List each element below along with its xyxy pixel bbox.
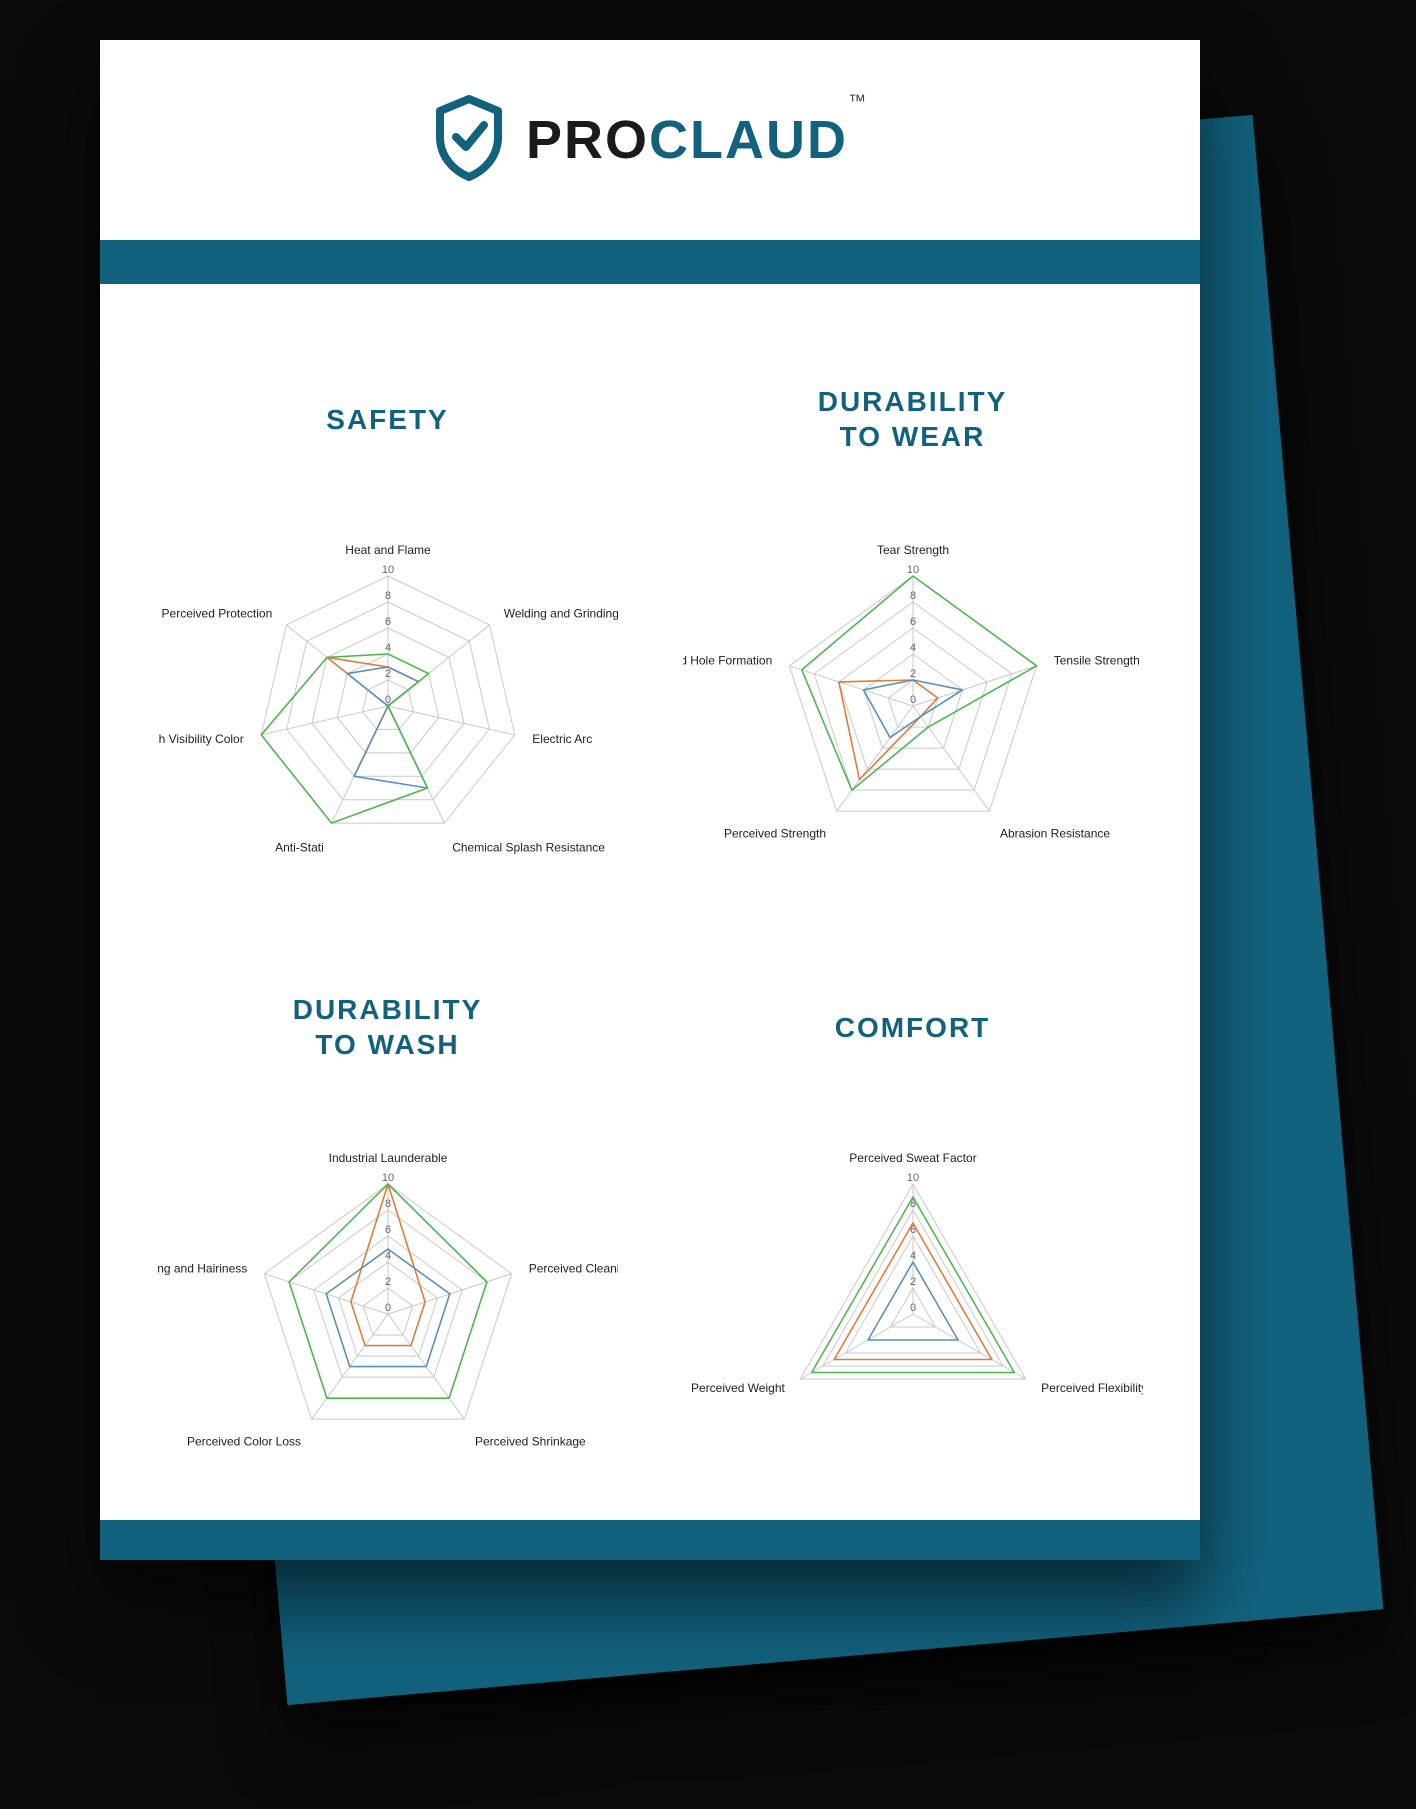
radar-tick-label: 4 <box>384 642 390 654</box>
radar-axis-label: Perceived Hole Formation <box>683 653 772 667</box>
radar-tick-label: 10 <box>906 564 918 576</box>
radar-tick-label: 10 <box>381 564 393 576</box>
chart-durability-wash: DURABILITYTO WASH 0246810Industrial Laun… <box>130 992 645 1540</box>
chart-safety: SAFETY 0246810Heat and FlameWelding and … <box>130 384 645 932</box>
radar-axis-label: Perceived Strength <box>723 827 825 841</box>
radar-tick-label: 10 <box>381 1172 393 1184</box>
radar-axis-label: Perceived Shrinkage <box>474 1435 585 1449</box>
radar-series <box>801 576 1036 790</box>
radar-durability-wear: 0246810Tear StrengthTensile StrengthAbra… <box>683 472 1143 932</box>
chart-title-safety: SAFETY <box>326 384 448 454</box>
radar-axis-label: Perceived Cleaning Cycles <box>528 1261 617 1275</box>
radar-series <box>261 654 428 823</box>
radar-axis-label: Perceived Weight <box>691 1381 785 1395</box>
chart-comfort: COMFORT 0246810Perceived Sweat FactorPer… <box>655 992 1170 1540</box>
logo-text: PROCLAUD™ <box>526 109 868 171</box>
radar-axis-label: Anti-Stati <box>275 840 324 854</box>
radar-axis-label: Perceived Color Loss <box>186 1435 300 1449</box>
radar-axis-label: Tear Strength <box>876 543 948 557</box>
radar-tick-label: 6 <box>384 616 390 628</box>
radar-axis-label: Perceived Flexibility <box>1041 1381 1143 1395</box>
radar-durability-wash: 0246810Industrial LaunderablePerceived C… <box>158 1080 618 1540</box>
radar-safety: 0246810Heat and FlameWelding and Grindin… <box>158 472 618 932</box>
logo-shield-icon <box>432 95 506 186</box>
header: PROCLAUD™ <box>100 40 1200 240</box>
radar-axis-label: Abrasion Resistance <box>999 827 1109 841</box>
radar-axis-label: Electric Arc <box>532 732 592 746</box>
charts-grid: SAFETY 0246810Heat and FlameWelding and … <box>100 284 1200 1580</box>
radar-axis-label: Perceived Sweat Factor <box>849 1151 976 1165</box>
radar-tick-label: 10 <box>906 1172 918 1184</box>
radar-axis-label: Welding and Grinding <box>503 607 617 621</box>
logo-tm: ™ <box>848 91 868 111</box>
footer-band <box>100 1520 1200 1560</box>
chart-title-durability-wear: DURABILITYTO WEAR <box>818 384 1008 454</box>
radar-axis-label: Industrial Launderable <box>328 1151 447 1165</box>
radar-axis-label: Tensile Strength <box>1053 653 1139 667</box>
radar-comfort: 0246810Perceived Sweat FactorPerceived F… <box>683 1080 1143 1540</box>
radar-tick-label: 8 <box>384 590 390 602</box>
radar-axis-label: High Visibility Color <box>158 732 244 746</box>
front-card: PROCLAUD™ SAFETY 0246810Heat and FlameWe… <box>100 40 1200 1560</box>
chart-title-durability-wash: DURABILITYTO WASH <box>293 992 483 1062</box>
radar-series <box>811 1197 1014 1373</box>
logo-text-pro: PRO <box>526 110 649 170</box>
radar-series <box>289 1184 487 1398</box>
radar-axis-label: Chemical Splash Resistance <box>452 840 605 854</box>
header-band <box>100 240 1200 284</box>
chart-title-comfort: COMFORT <box>835 992 991 1062</box>
radar-axis-label: Perceived Protection <box>161 607 272 621</box>
radar-axis-label: Perceived Pilling and Hairiness <box>158 1261 247 1275</box>
stage: PROCLAUD™ SAFETY 0246810Heat and FlameWe… <box>0 0 1416 1809</box>
radar-axis-label: Heat and Flame <box>345 543 431 557</box>
logo-text-claud: CLAUD <box>649 110 848 170</box>
chart-durability-wear: DURABILITYTO WEAR 0246810Tear StrengthTe… <box>655 384 1170 932</box>
